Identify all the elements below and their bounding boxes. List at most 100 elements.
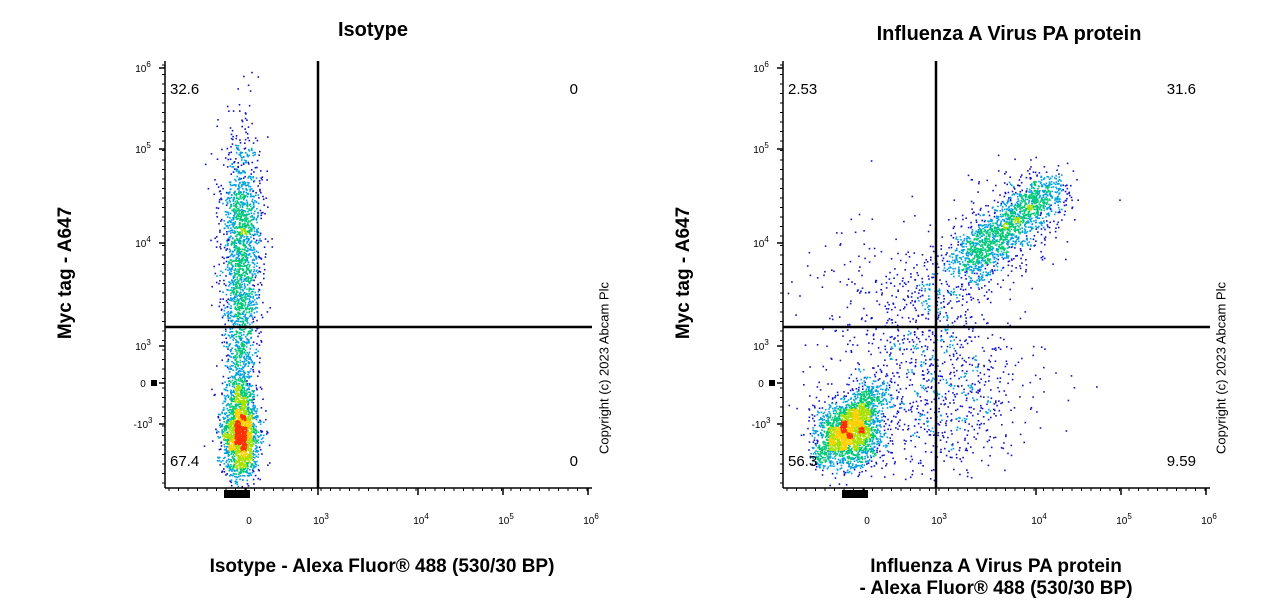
event-point <box>252 478 255 481</box>
event-point <box>245 271 247 273</box>
event-point <box>236 481 238 484</box>
event-point <box>227 377 230 379</box>
event-point <box>236 233 238 236</box>
event-point <box>240 265 243 267</box>
event-point <box>818 465 820 468</box>
event-point <box>234 398 236 401</box>
event-point <box>243 410 246 412</box>
event-point <box>218 459 221 462</box>
event-point <box>891 433 893 436</box>
event-point <box>247 426 249 429</box>
event-point <box>232 275 235 277</box>
event-point <box>246 461 248 464</box>
event-point <box>844 409 846 412</box>
event-point <box>249 241 251 244</box>
event-point <box>250 313 252 315</box>
event-point <box>249 391 251 394</box>
event-point <box>239 424 241 426</box>
event-point <box>234 355 236 357</box>
event-point <box>864 457 866 460</box>
event-point <box>218 456 221 459</box>
event-point <box>221 412 223 415</box>
event-point <box>222 402 224 405</box>
event-point <box>849 460 852 463</box>
event-point <box>247 453 250 456</box>
event-point <box>232 442 234 444</box>
event-point <box>248 398 251 401</box>
event-point <box>233 161 236 163</box>
event-point <box>252 344 254 346</box>
event-point <box>249 412 252 414</box>
event-point <box>833 465 835 468</box>
event-point <box>250 310 253 313</box>
event-point <box>247 427 249 429</box>
event-point <box>254 308 256 310</box>
event-point <box>239 456 242 459</box>
event-point <box>869 443 871 446</box>
event-point <box>230 420 232 422</box>
event-point <box>234 415 236 417</box>
event-point <box>235 372 238 374</box>
event-point <box>248 357 251 359</box>
event-point <box>245 269 248 271</box>
event-point <box>237 198 240 200</box>
event-point <box>232 394 235 397</box>
event-point <box>224 210 227 213</box>
event-point <box>218 282 220 285</box>
event-point <box>233 395 235 398</box>
event-point <box>260 257 262 259</box>
event-point <box>238 349 240 352</box>
event-point <box>239 415 241 418</box>
event-point <box>247 472 250 475</box>
event-point <box>244 426 247 429</box>
event-point <box>255 219 258 221</box>
event-point <box>242 383 245 385</box>
event-point <box>248 447 251 450</box>
event-point <box>243 170 245 173</box>
event-point <box>266 170 268 172</box>
event-point <box>224 365 227 367</box>
event-point <box>221 392 223 395</box>
event-point <box>244 246 246 248</box>
event-point <box>254 233 256 236</box>
event-point <box>242 311 245 313</box>
event-point <box>240 155 242 157</box>
event-point <box>235 392 238 394</box>
event-point <box>237 385 239 387</box>
event-point <box>228 271 231 274</box>
event-point <box>232 377 234 379</box>
event-point <box>878 431 881 434</box>
event-point <box>260 442 263 445</box>
event-point <box>253 180 255 183</box>
event-point <box>239 277 241 280</box>
event-point <box>874 453 876 455</box>
event-point <box>235 247 237 249</box>
event-point <box>852 457 855 459</box>
event-point <box>227 463 229 465</box>
event-point <box>231 398 233 401</box>
event-point <box>249 453 251 455</box>
event-point <box>224 436 226 438</box>
event-point <box>227 244 229 247</box>
event-point <box>227 358 230 361</box>
event-point <box>234 315 236 318</box>
event-point <box>236 437 238 439</box>
event-point <box>265 418 267 421</box>
event-point <box>237 306 239 308</box>
event-point <box>251 259 254 262</box>
event-point <box>814 451 816 454</box>
event-point <box>807 427 809 430</box>
event-point <box>238 332 241 335</box>
event-point <box>242 248 245 251</box>
event-point <box>238 188 240 190</box>
event-point <box>252 201 254 204</box>
event-point <box>868 425 870 428</box>
event-point <box>235 358 238 360</box>
event-point <box>220 247 222 250</box>
event-point <box>261 284 263 286</box>
event-point <box>239 218 241 221</box>
event-point <box>236 461 239 464</box>
event-point <box>247 280 250 283</box>
event-point <box>248 455 251 457</box>
event-point <box>246 153 249 156</box>
